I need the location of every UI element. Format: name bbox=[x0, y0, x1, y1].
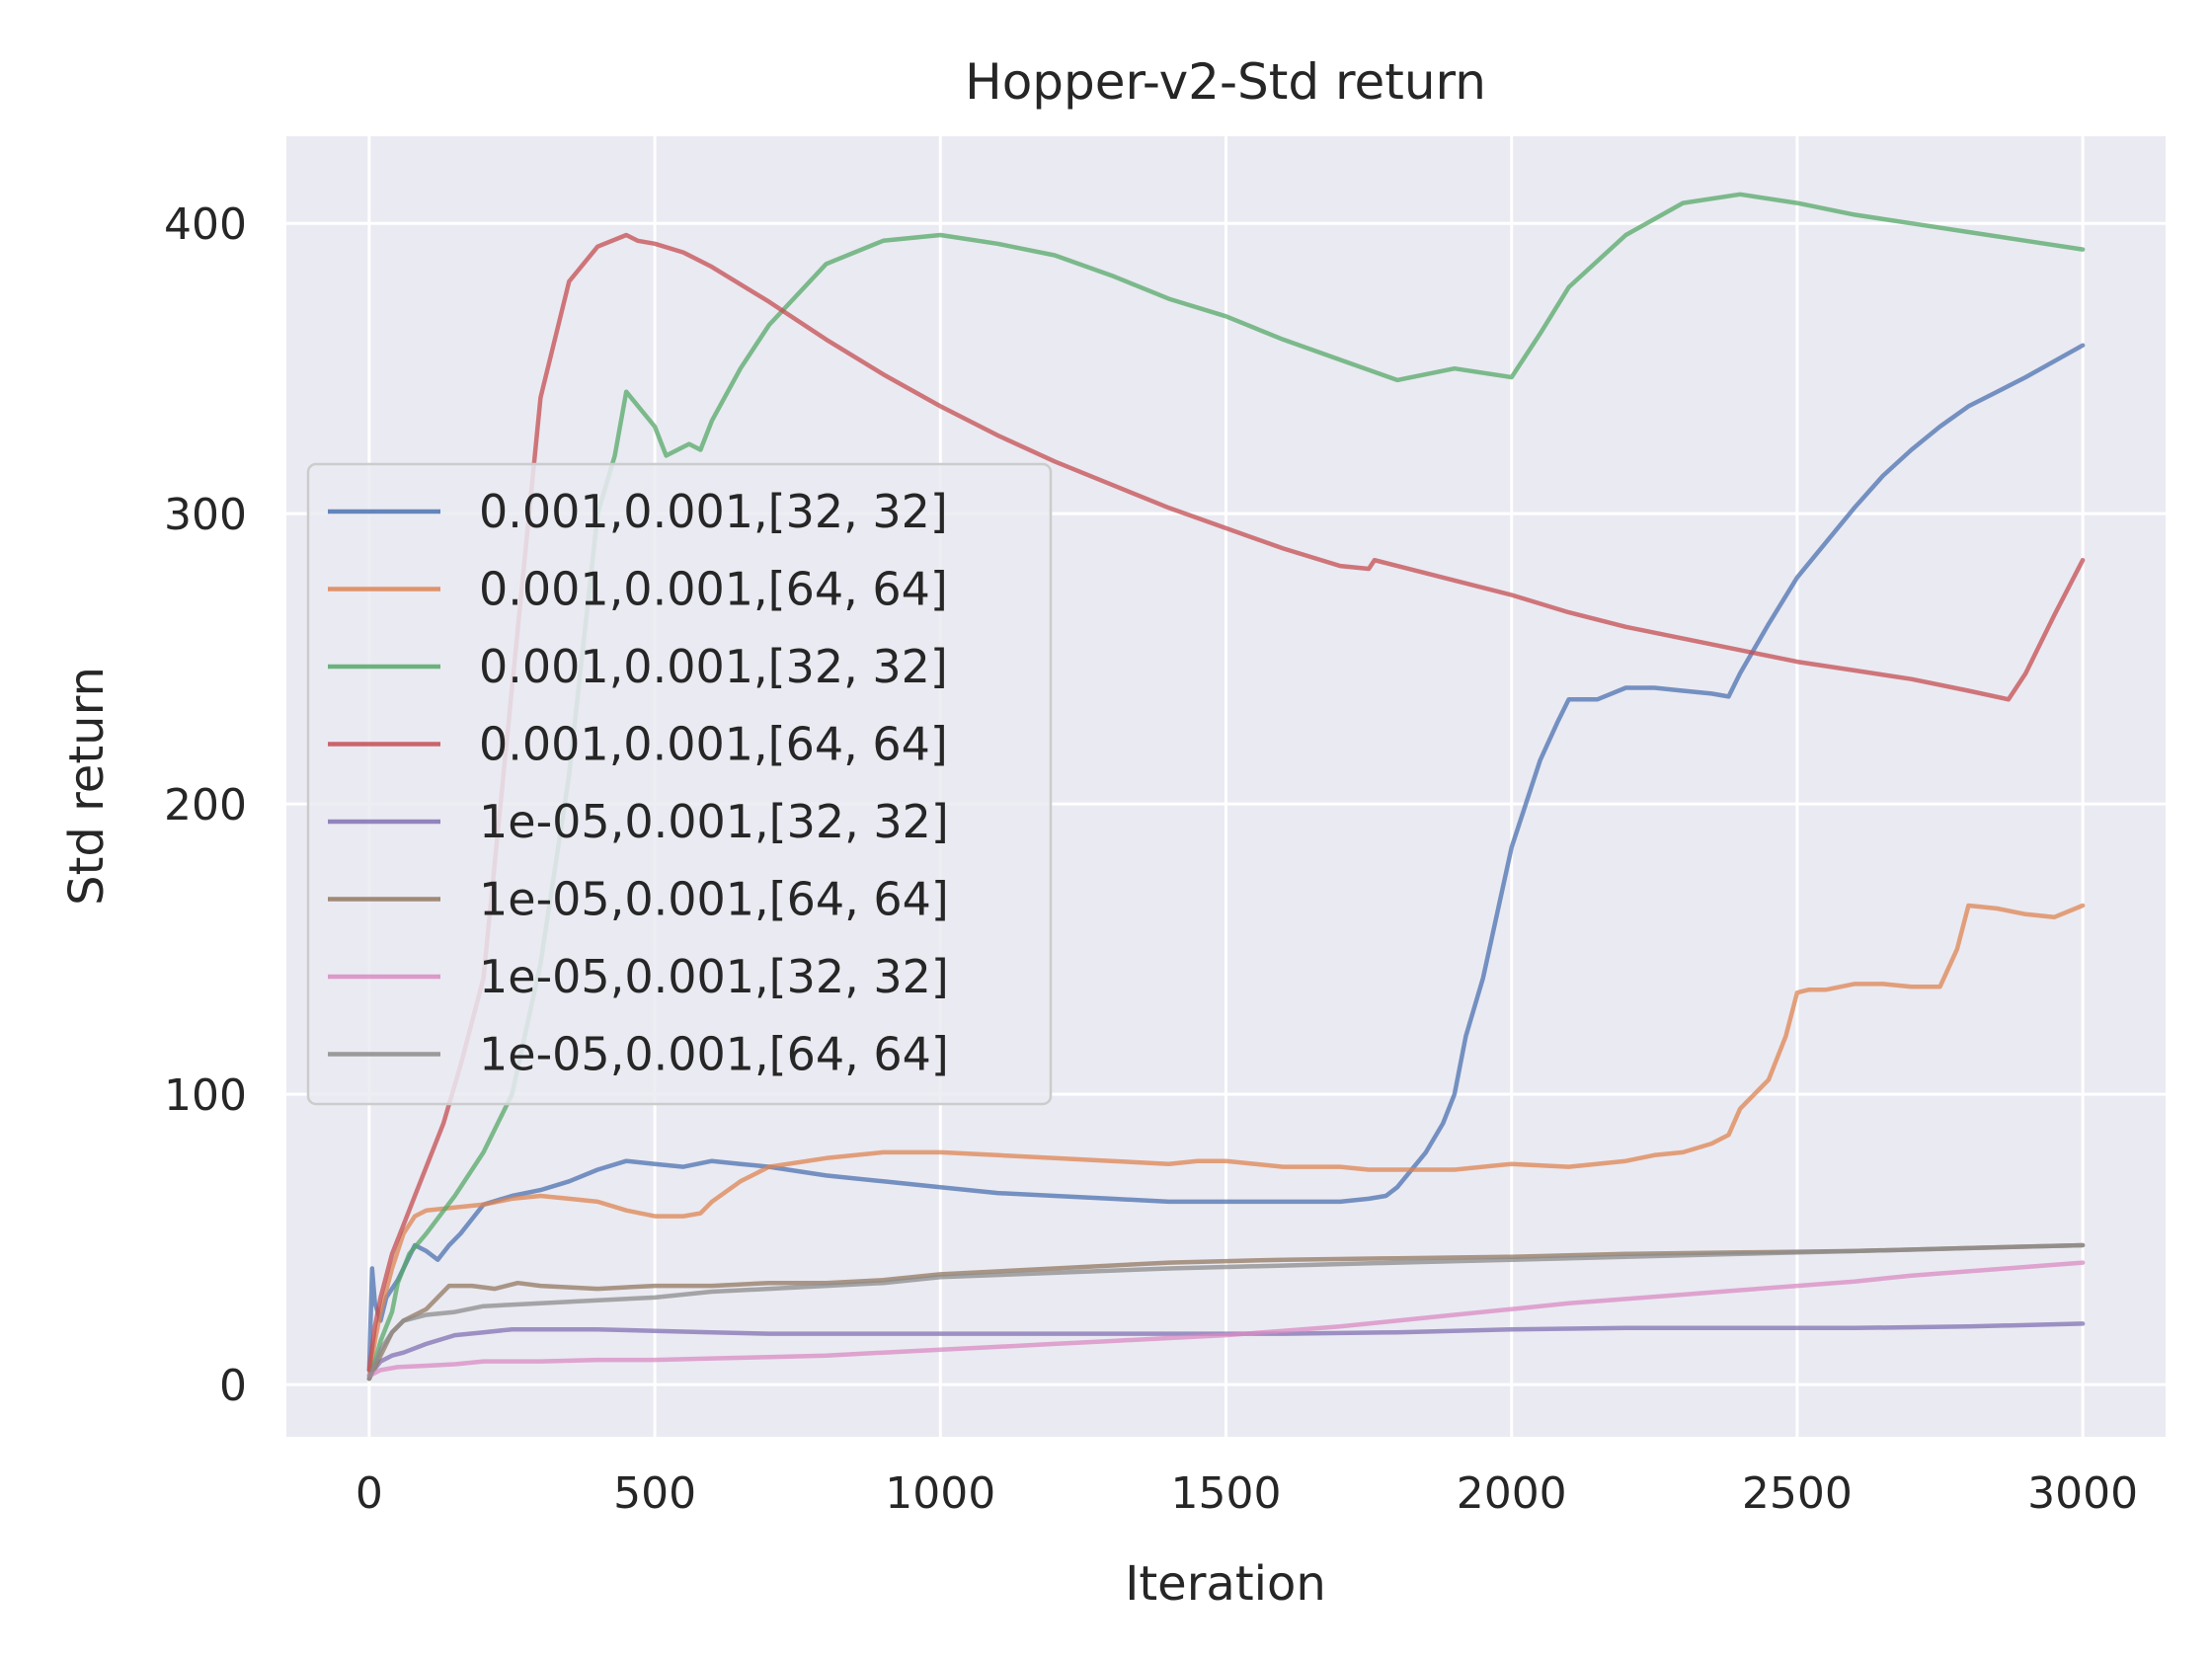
y-tick-label: 200 bbox=[164, 780, 247, 830]
legend-label: 1e-05,0.001,[32, 32] bbox=[479, 795, 949, 848]
x-tick-label: 1000 bbox=[885, 1468, 995, 1519]
legend: 0.001,0.001,[32, 32] 0.001,0.001,[64, 64]… bbox=[306, 462, 1053, 1106]
x-tick-label: 3000 bbox=[2027, 1468, 2138, 1519]
series-line-1 bbox=[366, 343, 2086, 1373]
chart-title: Hopper-v2-Std return bbox=[965, 53, 1486, 111]
x-tick-label: 1500 bbox=[1171, 1468, 1282, 1519]
y-tick-label: 100 bbox=[164, 1070, 247, 1121]
y-tick-label: 300 bbox=[164, 490, 247, 540]
x-axis-label: Iteration bbox=[1125, 1556, 1326, 1612]
y-tick-labels: 0 100 200 300 400 bbox=[164, 199, 247, 1411]
legend-label: 1e-05,0.001,[64, 64] bbox=[479, 873, 949, 926]
series-line-5 bbox=[366, 1321, 2086, 1379]
series-line-8 bbox=[366, 1242, 2086, 1382]
legend-box bbox=[306, 462, 1053, 1106]
legend-label: 1e-05,0.001,[64, 64] bbox=[479, 1028, 949, 1081]
series-line-7 bbox=[366, 1260, 2086, 1379]
legend-label: 1e-05,0.001,[32, 32] bbox=[479, 950, 949, 1003]
y-axis-label: Std return bbox=[59, 667, 115, 906]
legend-label: 0.001,0.001,[32, 32] bbox=[479, 485, 948, 538]
x-tick-label: 2000 bbox=[1457, 1468, 1567, 1519]
y-tick-label: 0 bbox=[219, 1361, 247, 1411]
legend-label: 0.001,0.001,[64, 64] bbox=[479, 718, 948, 771]
x-tick-label: 0 bbox=[356, 1468, 383, 1519]
series-line-2 bbox=[366, 903, 2086, 1379]
grid bbox=[286, 136, 2166, 1437]
legend-label: 0.001,0.001,[64, 64] bbox=[479, 563, 948, 616]
series-line-3 bbox=[366, 192, 2086, 1382]
x-tick-label: 2500 bbox=[1742, 1468, 1853, 1519]
y-tick-label: 400 bbox=[164, 199, 247, 250]
x-tick-label: 500 bbox=[613, 1468, 696, 1519]
x-tick-labels: 0 500 1000 1500 2000 2500 3000 bbox=[356, 1468, 2138, 1519]
legend-label: 0.001,0.001,[32, 32] bbox=[479, 640, 948, 693]
series-line-6 bbox=[366, 1242, 2086, 1382]
